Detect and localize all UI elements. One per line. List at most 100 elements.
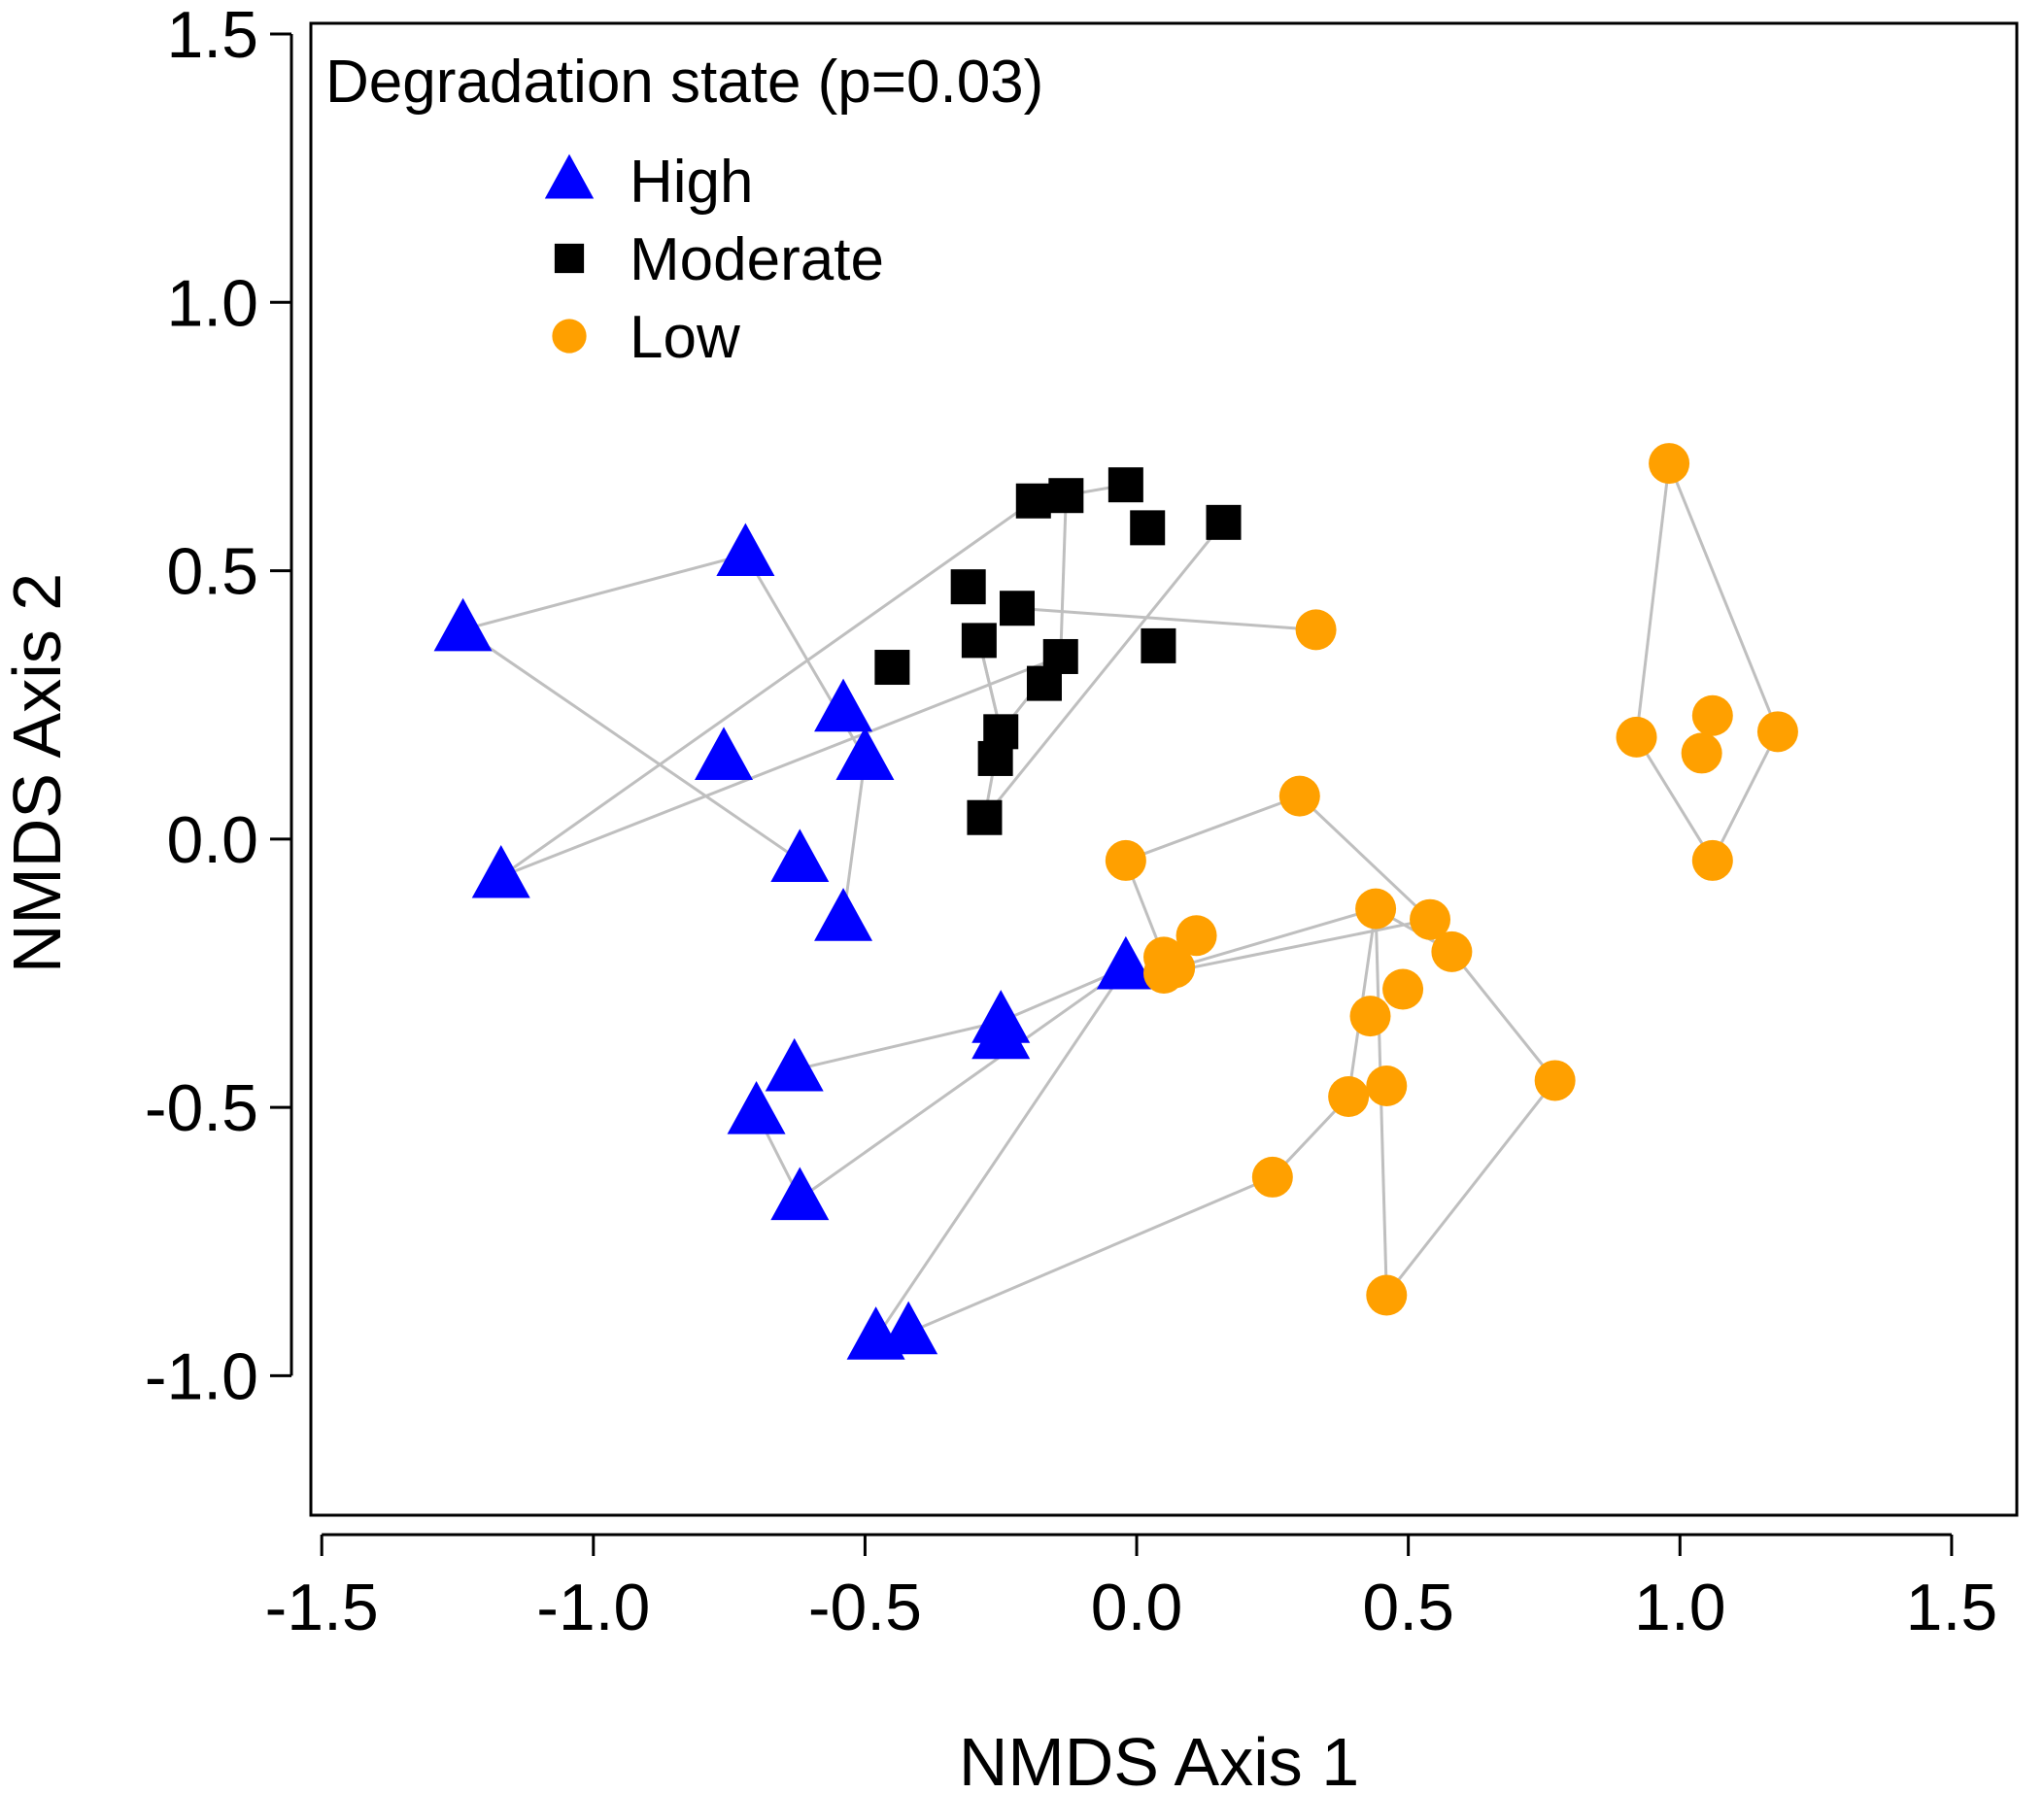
point-low: [1175, 915, 1217, 957]
legend: Degradation state (p=0.03) High Moderate L…: [325, 49, 1043, 371]
connector-line: [1163, 918, 1431, 975]
x-axis-label: NMDS Axis 1: [959, 1724, 1359, 1793]
point-high: [471, 844, 530, 898]
point-high: [770, 829, 830, 882]
point-high: [433, 597, 493, 652]
connector-line: [1667, 462, 1780, 732]
point-low: [1756, 711, 1798, 753]
connector-line: [841, 758, 867, 920]
point-low: [1382, 968, 1424, 1010]
point-moderate: [967, 799, 1003, 835]
point-low: [1366, 1065, 1408, 1106]
point-high: [770, 1167, 830, 1221]
connector-line: [1635, 462, 1671, 738]
point-high: [1096, 935, 1155, 990]
point-low: [1681, 732, 1722, 774]
legend-entries: High Moderate Low: [544, 149, 884, 371]
point-low: [1154, 947, 1196, 989]
point-high: [695, 727, 754, 780]
connector-line: [1016, 606, 1316, 631]
point-low: [1105, 839, 1146, 881]
connector-line: [983, 521, 1225, 819]
y-tick-label: -1.0: [145, 1339, 258, 1413]
x-tick-label: 0.0: [1091, 1571, 1183, 1644]
connector-line: [1059, 495, 1068, 658]
connector-line: [461, 628, 801, 863]
point-low: [1649, 443, 1690, 485]
point-low: [1278, 775, 1320, 817]
point-moderate: [874, 650, 910, 686]
x-axis: -1.5 -1.0 -0.5 0.0 0.5 1.0 1.5: [265, 1533, 1998, 1644]
x-tick-label: 1.5: [1906, 1571, 1998, 1644]
connector-line: [794, 1020, 1002, 1071]
point-low: [1349, 996, 1391, 1037]
connector-line: [1174, 907, 1377, 969]
legend-label-low: Low: [630, 304, 740, 371]
point-low: [1691, 839, 1733, 881]
connector-line: [1125, 795, 1301, 863]
point-high: [765, 1037, 824, 1092]
point-high: [971, 1005, 1031, 1060]
connector-line: [499, 499, 1035, 878]
point-moderate: [1141, 627, 1176, 663]
connector-line: [799, 966, 1127, 1201]
x-tick-label: -0.5: [808, 1571, 922, 1644]
point-moderate: [950, 569, 986, 605]
point-low: [1431, 930, 1473, 972]
connector-line: [1635, 736, 1715, 862]
point-moderate: [1026, 665, 1062, 701]
legend-label-high: High: [630, 149, 754, 216]
point-low: [1366, 1274, 1408, 1316]
point-low: [1295, 609, 1337, 651]
point-high: [727, 1081, 786, 1134]
point-low: [1251, 1156, 1293, 1198]
x-tick-label: 0.5: [1362, 1571, 1454, 1644]
connector-line: [462, 553, 746, 631]
y-tick-label: 0.5: [166, 535, 258, 609]
connector-line: [1450, 950, 1556, 1082]
legend-marker-low: [552, 319, 587, 354]
data-points: [433, 443, 1798, 1360]
connector-line: [874, 966, 1128, 1339]
y-axis: -1.0 -0.5 0.0 0.5 1.0 1.5: [145, 0, 293, 1413]
legend-label-moderate: Moderate: [630, 226, 884, 293]
plot-frame: [309, 21, 2019, 1517]
y-tick-label: 0.0: [166, 803, 258, 877]
point-low: [1691, 694, 1733, 736]
legend-marker-moderate: [554, 243, 585, 274]
y-tick-label: 1.0: [166, 266, 258, 340]
x-tick-label: -1.0: [536, 1571, 650, 1644]
y-axis-label: NMDS Axis 2: [0, 573, 75, 973]
point-moderate: [1130, 510, 1166, 546]
y-tick-label: 1.5: [166, 0, 258, 72]
point-moderate: [961, 623, 997, 659]
point-low: [1328, 1076, 1370, 1118]
point-low: [1355, 888, 1397, 930]
point-low: [1534, 1060, 1576, 1101]
connector-line: [500, 655, 1062, 878]
x-tick-label: -1.5: [265, 1571, 379, 1644]
point-moderate: [1015, 483, 1051, 519]
point-low: [1410, 898, 1451, 940]
point-high: [716, 523, 775, 577]
point-moderate: [1206, 504, 1242, 540]
legend-marker-high: [544, 153, 595, 199]
connector-line: [1711, 730, 1780, 862]
point-moderate: [977, 740, 1013, 776]
point-high: [814, 678, 873, 732]
point-moderate: [1048, 478, 1084, 514]
y-tick-label: -0.5: [145, 1071, 258, 1145]
connector-line: [907, 1175, 1274, 1335]
point-low: [1616, 716, 1657, 758]
connector-line: [1298, 795, 1432, 921]
x-tick-label: 1.0: [1634, 1571, 1726, 1644]
connector-line: [1385, 1079, 1556, 1297]
point-high: [835, 727, 895, 780]
legend-title: Degradation state (p=0.03): [325, 49, 1043, 116]
point-moderate: [1000, 591, 1036, 626]
point-moderate: [1107, 467, 1143, 503]
point-high: [814, 888, 873, 941]
point-high: [879, 1301, 938, 1355]
